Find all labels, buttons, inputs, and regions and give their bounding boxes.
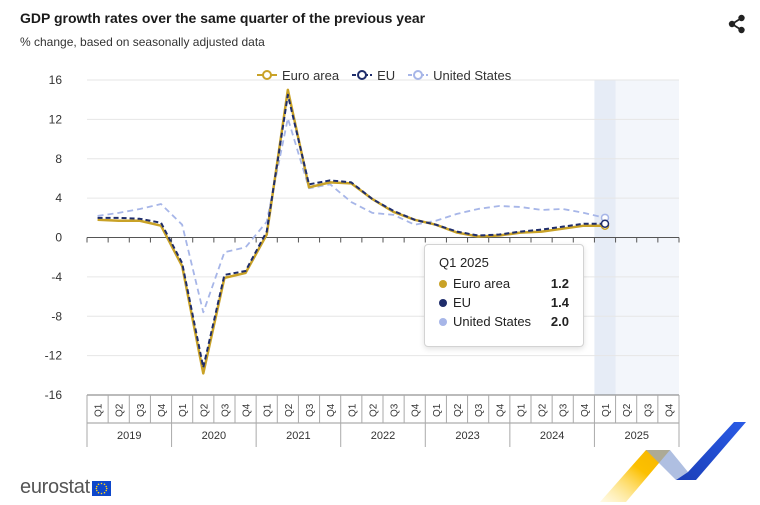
quarter-label: Q2 <box>199 403 210 417</box>
eurostat-logo[interactable]: eurostat <box>20 476 111 499</box>
chart-tooltip: Q1 2025 Euro area 1.2 EU 1.4 United Stat… <box>424 244 584 347</box>
quarter-label: Q1 <box>601 403 612 417</box>
quarter-label: Q3 <box>136 403 147 417</box>
tooltip-row-euro-area: Euro area 1.2 <box>439 274 569 293</box>
legend-item-united-states[interactable]: United States <box>407 68 511 83</box>
legend-label: United States <box>433 67 512 83</box>
tooltip-label: United States <box>453 314 532 329</box>
chart-title: GDP growth rates over the same quarter o… <box>20 10 426 26</box>
quarter-label: Q4 <box>495 403 506 417</box>
y-tick-label: -12 <box>45 349 63 363</box>
quarter-label: Q1 <box>516 403 527 417</box>
quarter-label: Q3 <box>643 403 654 417</box>
logo-text: eurostat <box>20 476 90 498</box>
quarter-label: Q2 <box>115 403 126 417</box>
tooltip-label: Euro area <box>453 276 511 291</box>
quarter-label: Q2 <box>453 403 464 417</box>
tooltip-value: 1.2 <box>550 276 569 291</box>
quarter-label: Q3 <box>390 403 401 417</box>
legend-label: EU <box>377 67 396 83</box>
quarter-label: Q2 <box>538 403 549 417</box>
quarter-label: Q4 <box>157 403 168 417</box>
quarter-label: Q2 <box>622 403 633 417</box>
tooltip-label: EU <box>453 295 472 310</box>
quarter-label: Q4 <box>242 403 253 417</box>
quarter-label: Q1 <box>347 403 358 417</box>
hover-point-eu <box>600 219 610 228</box>
quarter-label: Q4 <box>580 403 591 417</box>
year-label: 2021 <box>286 430 310 442</box>
quarter-label: Q3 <box>474 403 485 417</box>
dashed-line-circle-marker-icon <box>352 70 373 80</box>
tooltip-row-united-states: United States 2.0 <box>439 312 569 331</box>
y-tick-label: 16 <box>49 73 63 87</box>
quarter-label: Q3 <box>220 403 231 417</box>
year-label: 2020 <box>202 430 226 442</box>
series-line-eu <box>97 93 605 369</box>
y-tick-label: -16 <box>45 388 63 402</box>
y-tick-label: -4 <box>51 270 62 284</box>
share-icon[interactable] <box>726 13 748 35</box>
eu-flag-icon <box>91 481 111 496</box>
quarter-label: Q2 <box>284 403 295 417</box>
tooltip-title: Q1 2025 <box>439 255 489 270</box>
quarter-label: Q3 <box>559 403 570 417</box>
quarter-label: Q1 <box>178 403 189 417</box>
legend-item-euro-area[interactable]: Euro area <box>256 68 339 83</box>
euro-area-dot-icon <box>439 279 447 288</box>
chart-legend: Euro area EU United States <box>256 67 511 83</box>
y-tick-label: 0 <box>55 231 62 245</box>
quarter-label: Q1 <box>263 403 274 417</box>
quarter-label: Q4 <box>664 403 675 417</box>
quarter-label: Q4 <box>326 403 337 417</box>
quarter-label: Q1 <box>94 403 105 417</box>
year-label: 2024 <box>540 430 564 442</box>
decorative-ribbon-icon <box>600 422 746 502</box>
y-tick-label: 4 <box>55 191 62 205</box>
legend-label: Euro area <box>282 67 340 83</box>
series-line-united-states <box>97 117 606 314</box>
y-tick-label: 8 <box>55 152 62 166</box>
year-label: 2025 <box>624 430 648 442</box>
us-dot-icon <box>439 317 447 326</box>
quarter-label: Q2 <box>368 403 379 417</box>
tooltip-value: 1.4 <box>550 295 569 310</box>
tooltip-row-eu: EU 1.4 <box>439 293 569 312</box>
dashed-line-circle-marker-icon <box>408 70 429 80</box>
chart-subtitle: % change, based on seasonally adjusted d… <box>20 35 265 49</box>
tooltip-value: 2.0 <box>550 314 569 329</box>
quarter-label: Q3 <box>305 403 316 417</box>
eu-dot-icon <box>439 298 447 307</box>
year-label: 2019 <box>117 430 141 442</box>
y-tick-label: 12 <box>49 112 63 126</box>
quarter-label: Q1 <box>432 403 443 417</box>
line-circle-marker-icon <box>257 70 277 80</box>
y-tick-label: -8 <box>51 309 62 323</box>
year-label: 2022 <box>371 430 395 442</box>
legend-item-eu[interactable]: EU <box>351 68 395 83</box>
year-label: 2023 <box>455 430 479 442</box>
quarter-label: Q4 <box>411 403 422 417</box>
